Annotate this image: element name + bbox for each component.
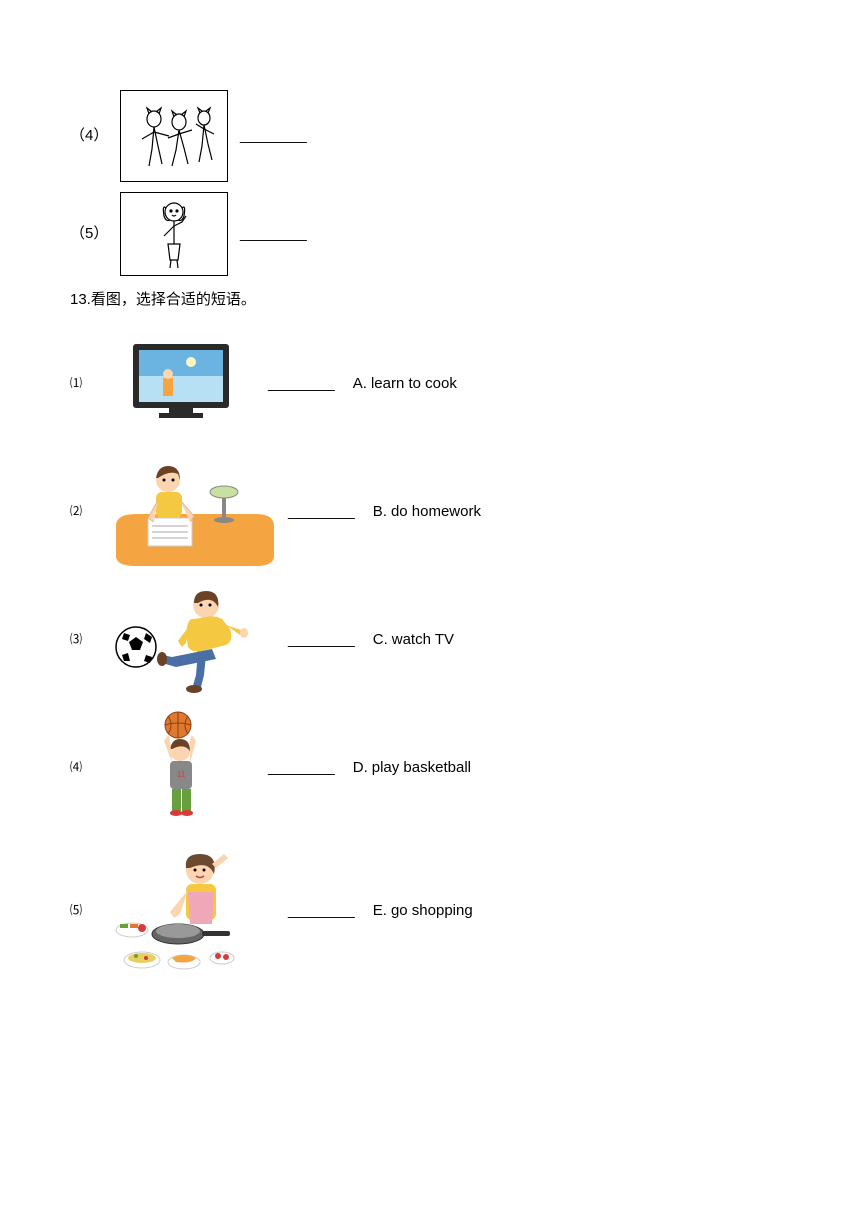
option-a-text: learn to cook — [371, 372, 457, 396]
option-5-image — [106, 846, 276, 976]
homework-icon — [106, 456, 276, 568]
section-13-title-text: 看图，选择合适的短语。 — [91, 291, 256, 308]
cats-dancing-icon — [124, 94, 224, 178]
option-4-row: ⑷ 11 ________ D. play basketball — [70, 718, 790, 818]
basketball-icon: 11 — [126, 711, 236, 825]
item-5-number: （5） — [70, 222, 114, 246]
item-5-row: （5） ________ — [70, 192, 790, 276]
tv-icon — [121, 338, 241, 430]
item-4-image-box — [120, 90, 228, 182]
option-3-number: ⑶ — [70, 630, 94, 649]
option-3-blank[interactable]: ________ — [288, 628, 355, 652]
option-3-image — [106, 590, 276, 690]
cooking-icon — [106, 846, 276, 976]
option-1-blank[interactable]: ________ — [268, 372, 335, 396]
option-a-letter: A. — [353, 372, 367, 396]
item-4-blank[interactable]: ________ — [240, 124, 307, 148]
svg-text:11: 11 — [177, 770, 186, 779]
section-13-title-row: 13.看图，选择合适的短语。 — [70, 288, 790, 312]
option-c-text: watch TV — [392, 628, 454, 652]
option-5-blank[interactable]: ________ — [288, 899, 355, 923]
option-4-number: ⑷ — [70, 758, 94, 777]
option-5-row: ⑸ _____ — [70, 846, 790, 976]
option-b-text: do homework — [391, 500, 481, 524]
option-1-number: ⑴ — [70, 374, 94, 393]
item-5-blank[interactable]: ________ — [240, 222, 307, 246]
section-13-number: 13. — [70, 291, 91, 308]
option-d-letter: D. — [353, 756, 368, 780]
option-1-row: ⑴ ________ A. learn to cook — [70, 334, 790, 434]
option-4-blank[interactable]: ________ — [268, 756, 335, 780]
football-icon — [106, 585, 276, 695]
option-2-image — [106, 462, 276, 562]
item-4-number: （4） — [70, 124, 114, 148]
option-1-image — [106, 334, 256, 434]
option-2-blank[interactable]: ________ — [288, 500, 355, 524]
option-2-row: ⑵ ________ B. do homework — [70, 462, 790, 562]
option-d-text: play basketball — [372, 756, 471, 780]
option-3-row: ⑶ ________ C. watch TV — [70, 590, 790, 690]
item-4-row: （4） ________ — [70, 90, 790, 182]
item-5-image-box — [120, 192, 228, 276]
option-c-letter: C. — [373, 628, 388, 652]
option-4-image: 11 — [106, 718, 256, 818]
option-e-text: go shopping — [391, 899, 473, 923]
girl-standing-icon — [124, 196, 224, 272]
option-5-number: ⑸ — [70, 901, 94, 920]
option-e-letter: E. — [373, 899, 387, 923]
option-b-letter: B. — [373, 500, 387, 524]
option-2-number: ⑵ — [70, 502, 94, 521]
